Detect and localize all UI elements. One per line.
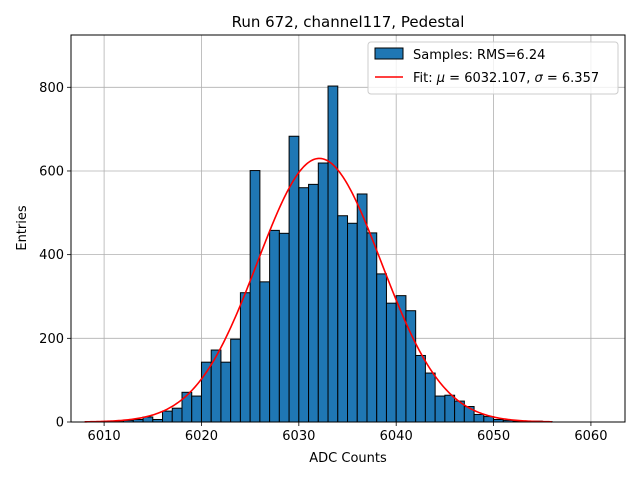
- histogram-bar: [376, 273, 387, 423]
- y-axis-label: Entries: [15, 205, 30, 251]
- histogram-bar: [259, 281, 271, 423]
- legend-fit-label: Fit: μ = 6032.107, σ = 6.357: [413, 71, 599, 86]
- plot-frame: [70, 34, 626, 423]
- y-tick-label: 0: [56, 416, 64, 431]
- histogram-bar: [249, 170, 261, 423]
- x-tick-label: 6010: [88, 429, 121, 444]
- y-tick-label: 600: [39, 164, 64, 179]
- histogram-bar: [308, 183, 319, 423]
- legend: Samples: RMS=6.24 Fit: μ = 6032.107, σ =…: [367, 41, 619, 95]
- x-tick-label: 6040: [380, 429, 413, 444]
- histogram-bar: [220, 361, 232, 423]
- y-axis-ticks: 0 200 400 600 800: [39, 81, 71, 431]
- legend-fit-mu-value: = 6032.107,: [445, 71, 534, 86]
- histogram-bar: [171, 407, 183, 423]
- histogram-bar: [317, 162, 329, 423]
- y-tick-label: 200: [39, 332, 64, 347]
- legend-histogram-swatch: [374, 47, 404, 60]
- x-tick-label: 6020: [185, 429, 218, 444]
- histogram-bar: [327, 85, 339, 423]
- histogram-bar: [444, 394, 456, 423]
- histogram-bar: [347, 222, 358, 423]
- histogram-bar: [434, 395, 446, 423]
- histogram-bar: [395, 295, 407, 423]
- x-tick-label: 6030: [282, 429, 315, 444]
- histogram-bar: [298, 187, 310, 423]
- histogram-bar: [278, 232, 290, 423]
- legend-fit-sigma-value: = 6.357: [543, 71, 599, 86]
- histogram-bar: [239, 292, 251, 423]
- histogram-bar: [473, 413, 485, 423]
- legend-fit-sigma-symbol: σ: [535, 71, 544, 86]
- histogram-bar: [181, 391, 193, 423]
- x-axis-ticks: 6010 6020 6030 6040 6050 6060: [88, 422, 607, 444]
- histogram-bar: [337, 215, 349, 423]
- x-tick-label: 6050: [477, 429, 510, 444]
- histogram-bar: [366, 232, 378, 423]
- histogram-bar: [385, 302, 397, 423]
- legend-fit-mu-symbol: μ: [436, 71, 445, 86]
- y-tick-label: 400: [39, 248, 64, 263]
- histogram-bar: [162, 410, 173, 423]
- legend-box: [367, 41, 619, 95]
- chart-title: Run 672, channel117, Pedestal: [232, 13, 465, 31]
- x-axis-label: ADC Counts: [309, 451, 387, 466]
- histogram-bar: [191, 395, 202, 423]
- x-tick-label: 6060: [574, 429, 607, 444]
- histogram-bar: [424, 372, 436, 423]
- histogram-bar: [415, 354, 426, 423]
- fit-curve-layer: [84, 157, 552, 423]
- y-tick-label: 800: [39, 81, 64, 96]
- histogram-bar: [269, 229, 280, 423]
- histogram-bar: [356, 193, 368, 423]
- histogram-bars: [103, 85, 553, 423]
- legend-fit-prefix: Fit:: [413, 71, 437, 86]
- histogram-bar: [230, 338, 241, 423]
- legend-histogram-label: Samples: RMS=6.24: [413, 48, 545, 63]
- fit-curve: [84, 157, 552, 423]
